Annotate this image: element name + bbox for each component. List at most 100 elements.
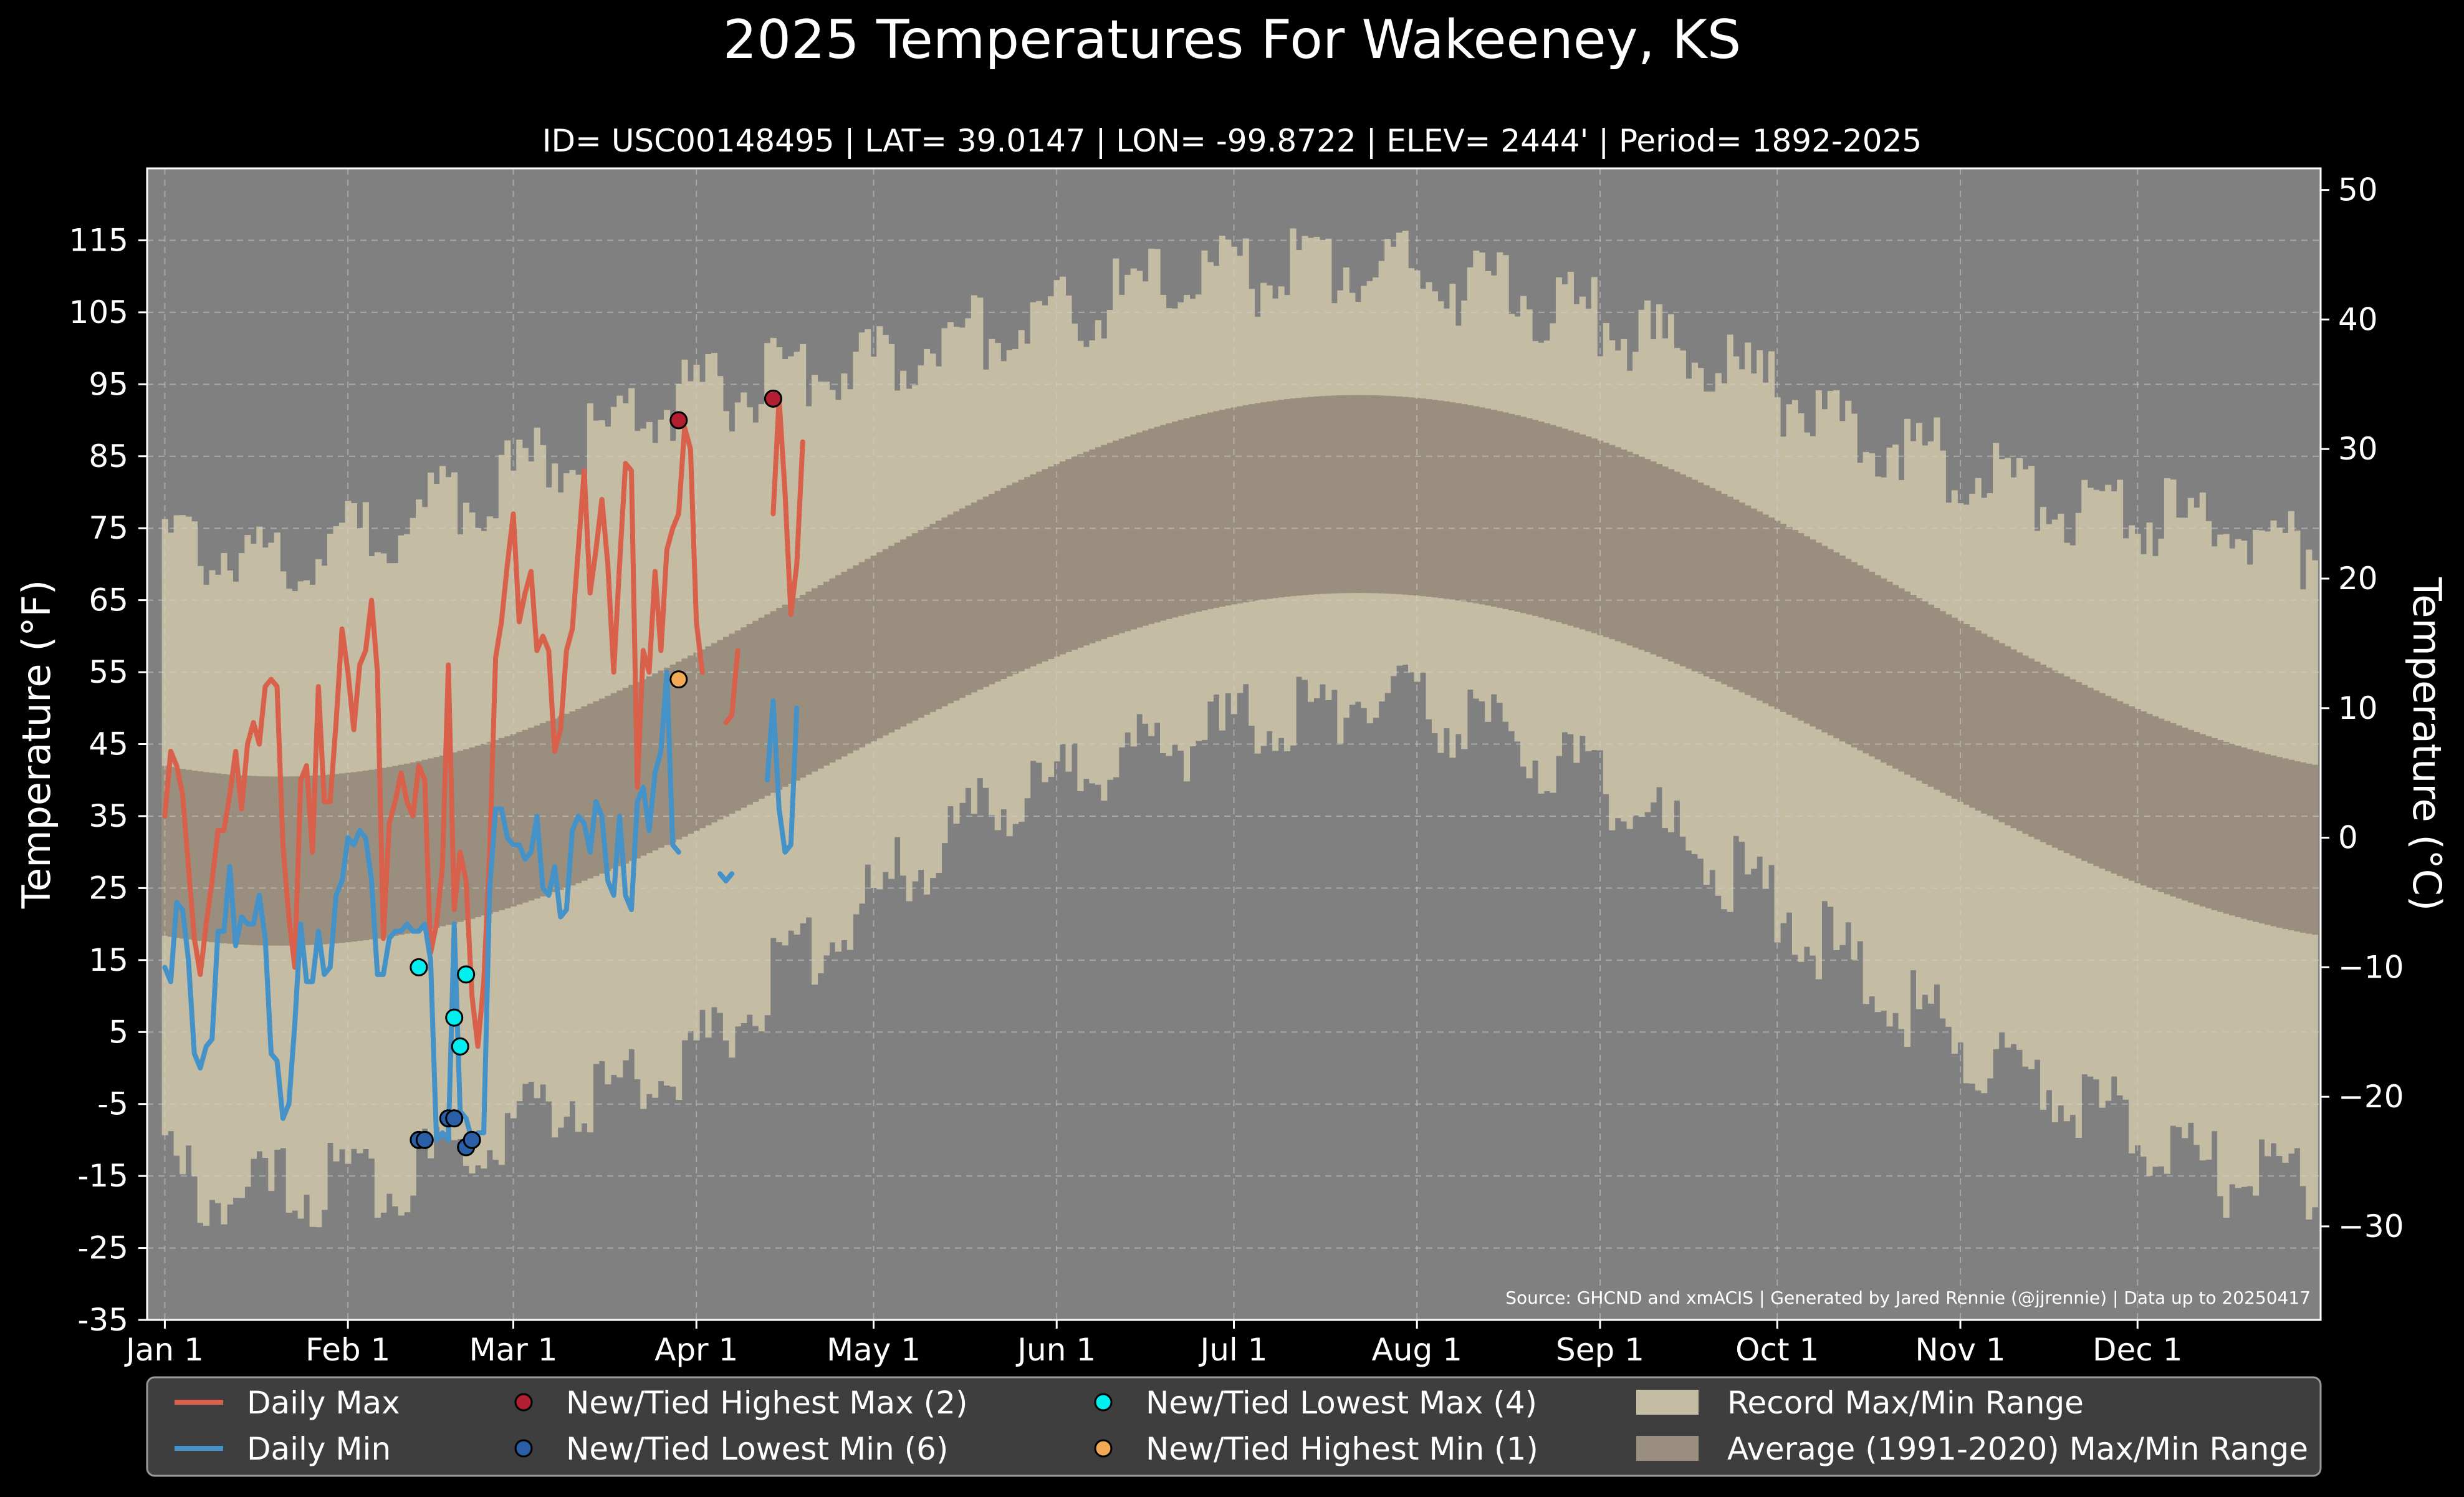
average-range-bar — [676, 662, 683, 840]
average-range-bar — [918, 530, 924, 718]
daily-minline — [717, 871, 735, 883]
average-range-bar — [1550, 425, 1556, 621]
chart-title: 2025 Temperatures For Wakeeney, KS — [722, 9, 1742, 71]
average-range-bar — [2099, 693, 2106, 869]
average-range-bar — [1154, 426, 1161, 623]
average-range-bar — [2270, 755, 2277, 927]
average-range-bar — [652, 673, 659, 850]
average-range-bar — [729, 633, 736, 814]
average-range-bar — [1514, 415, 1521, 612]
record-marker — [451, 1037, 469, 1056]
average-range-bar — [2111, 698, 2117, 874]
average-range-bar — [2063, 676, 2070, 854]
average-range-bar — [1786, 527, 1793, 715]
average-range-bar — [1768, 517, 1775, 706]
average-range-bar — [959, 508, 966, 698]
average-range-bar — [1130, 434, 1137, 630]
average-range-bar — [1237, 406, 1244, 604]
average-range-bar — [1242, 405, 1249, 603]
average-range-bar — [504, 736, 511, 908]
average-range-bar — [1810, 539, 1816, 727]
average-range-bar — [841, 572, 848, 757]
legend-entry: Daily Max — [175, 1385, 400, 1421]
average-range-bar — [1662, 466, 1669, 660]
average-range-bar — [581, 706, 588, 881]
legend-label: New/Tied Highest Min (1) — [1146, 1431, 1538, 1467]
average-range-bar — [2294, 761, 2301, 931]
y-tick-label-f: 55 — [89, 654, 128, 690]
average-range-bar — [1745, 505, 1752, 695]
average-range-bar — [2164, 721, 2170, 895]
average-range-bar — [1538, 421, 1545, 618]
legend-entry: Average (1991-2020) Max/Min Range — [1636, 1431, 2308, 1467]
y-tick-label-c: 10 — [2338, 690, 2378, 726]
x-tick-label: Aug 1 — [1372, 1332, 1462, 1368]
average-range-bar — [605, 696, 611, 872]
average-range-bars — [161, 395, 2318, 946]
average-range-bar — [2034, 662, 2041, 840]
average-range-bar — [1927, 604, 1934, 787]
average-range-bar — [1290, 398, 1297, 597]
average-range-bar — [1065, 459, 1072, 652]
average-range-bar — [1667, 469, 1675, 662]
y-tick-label-f: -25 — [77, 1230, 128, 1266]
average-range-bar — [1543, 423, 1551, 619]
average-range-bar — [1419, 398, 1427, 597]
average-range-bar — [2175, 725, 2182, 899]
record-marker — [457, 965, 476, 984]
record-marker — [463, 1130, 481, 1149]
average-range-bar — [1975, 630, 1982, 811]
average-range-bar — [1644, 459, 1651, 652]
average-range-bar — [953, 511, 960, 701]
average-range-bar — [935, 521, 942, 710]
average-range-bar — [2282, 758, 2289, 929]
average-range-bar — [2253, 751, 2260, 922]
average-range-bar — [1455, 403, 1462, 601]
average-range-bar — [853, 565, 860, 751]
average-range-bar — [1555, 426, 1562, 623]
average-range-bar — [2170, 723, 2177, 897]
legend-entry: Record Max/Min Range — [1636, 1385, 2084, 1421]
average-range-bar — [829, 578, 836, 763]
x-tick-label: Sep 1 — [1556, 1332, 1644, 1368]
average-range-bar — [1101, 445, 1108, 640]
average-range-bar — [1059, 461, 1067, 655]
average-range-bar — [741, 627, 747, 808]
legend-label: New/Tied Lowest Min (6) — [566, 1431, 948, 1467]
average-range-bar — [941, 517, 948, 706]
average-range-bar — [1337, 395, 1344, 594]
average-range-bar — [1561, 428, 1568, 624]
average-range-bar — [1656, 464, 1663, 657]
y-tick-label-f: 15 — [89, 942, 128, 978]
average-range-bar — [1703, 485, 1710, 676]
average-range-bar — [2306, 763, 2313, 934]
legend-entry: New/Tied Lowest Max (4) — [1094, 1385, 1537, 1421]
average-range-bar — [2134, 708, 2141, 883]
x-tick-label: Feb 1 — [305, 1332, 390, 1368]
legend-marker-swatch — [1094, 1439, 1113, 1458]
average-range-bar — [929, 524, 936, 712]
daily-minline — [162, 670, 681, 1143]
average-range-bar — [481, 744, 487, 916]
average-range-bar — [1207, 412, 1214, 609]
average-range-bar — [1189, 416, 1196, 614]
average-range-bar — [1089, 449, 1096, 643]
average-range-bar — [197, 771, 204, 941]
average-range-bar — [1467, 405, 1474, 603]
average-range-bar — [474, 745, 481, 917]
average-range-bar — [1697, 482, 1704, 674]
y-axis-label-c: Temperature (°C) — [2404, 577, 2450, 911]
average-range-bar — [1048, 466, 1055, 660]
average-range-bar — [1815, 542, 1822, 729]
average-range-bar — [924, 527, 931, 715]
average-range-bar — [1431, 400, 1439, 598]
average-range-bar — [1922, 601, 1929, 784]
average-range-bar — [1384, 395, 1391, 594]
average-range-bar — [1036, 471, 1043, 664]
average-range-bar — [865, 559, 871, 744]
average-range-bar — [2040, 664, 2046, 842]
average-range-bar — [587, 703, 594, 878]
average-range-bar — [516, 732, 523, 905]
average-range-bar — [392, 766, 399, 936]
average-range-bar — [2051, 670, 2058, 848]
